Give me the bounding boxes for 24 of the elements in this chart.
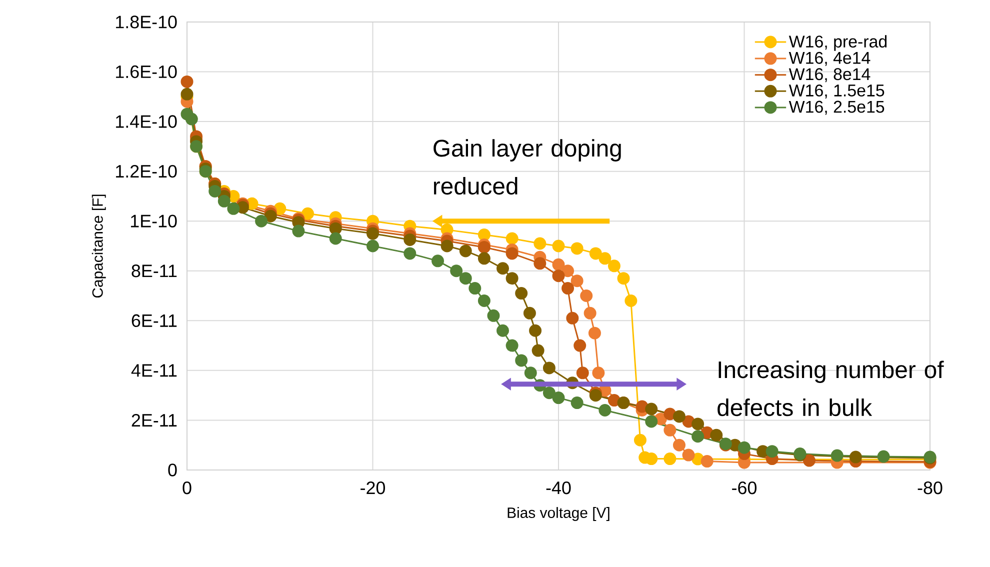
y-axis-title: Capacitance [F] [92,194,106,298]
y-tick-label: 4E-11 [131,364,177,377]
annotation: Increasing number of defects in bulk [718,360,944,416]
legend-label: W16, 4e14 [788,52,870,66]
x-tick-label: -20 [360,481,386,494]
legend-label: W16, pre-rad [788,35,887,51]
y-tick-label: 1.8E-10 [116,16,177,28]
annotation: Gain layer doping reduced [434,139,621,195]
y-tick-label: 0 [168,464,177,476]
y-tick-label: 8E-11 [132,264,177,278]
y-tick-label: 1.6E-10 [116,65,177,78]
y-tick-label: 1.4E-10 [116,115,177,128]
x-tick-label: -60 [732,481,757,494]
legend-label: W16, 1.5e15 [788,84,884,98]
x-axis-title: Bias voltage [V] [508,507,610,521]
y-tick-label: 6E-11 [132,314,177,327]
legend-label: W16, 8e14 [788,68,870,82]
y-tick-label: 1.2E-10 [116,164,177,178]
y-tick-label: 1E-10 [130,214,177,228]
x-tick-label: -40 [546,481,571,494]
legend-label: W16, 2.5e15 [788,100,884,115]
x-tick-label: 0 [182,481,192,494]
y-tick-label: 2E-11 [132,414,177,426]
x-tick-label: -80 [918,481,942,494]
